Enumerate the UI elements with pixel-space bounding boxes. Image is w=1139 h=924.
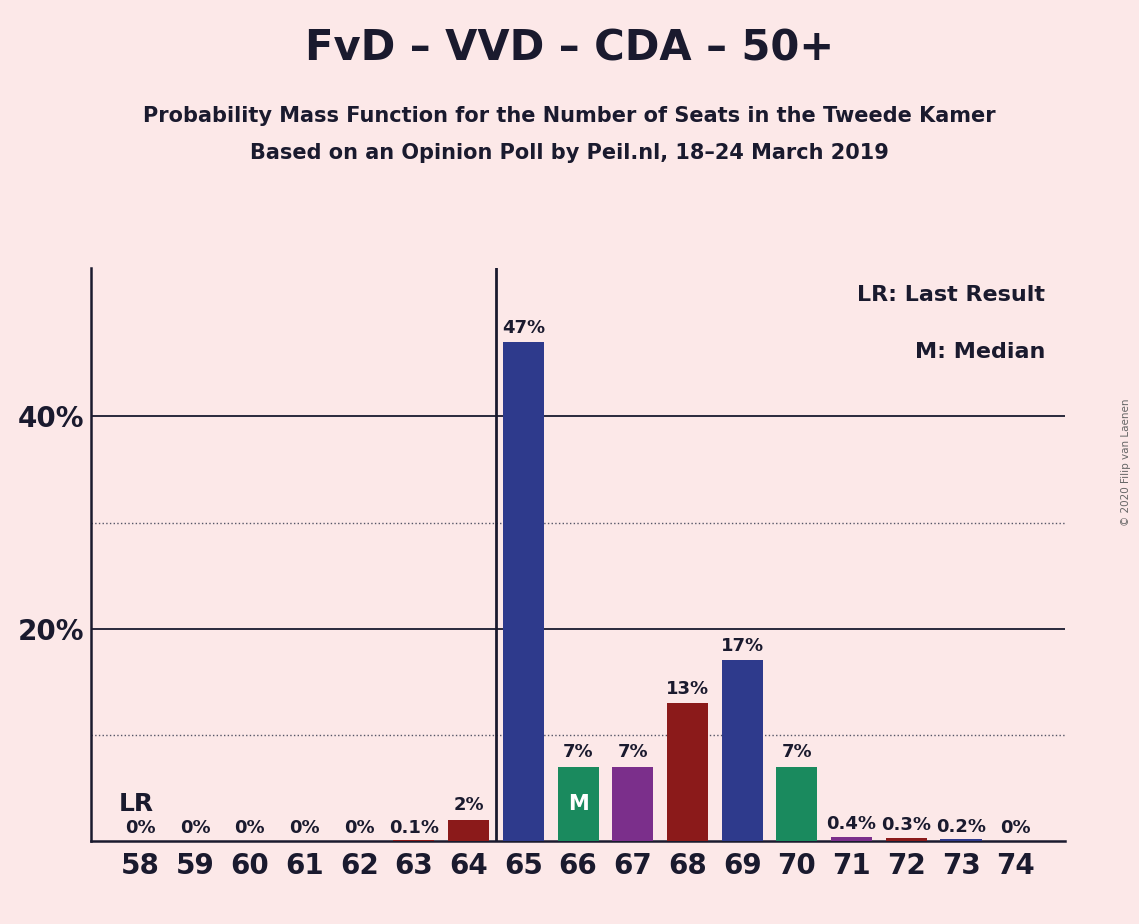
Bar xyxy=(557,767,599,841)
Text: © 2020 Filip van Laenen: © 2020 Filip van Laenen xyxy=(1121,398,1131,526)
Text: 0%: 0% xyxy=(1000,819,1031,836)
Bar xyxy=(941,839,982,841)
Text: 7%: 7% xyxy=(781,743,812,761)
Text: 0%: 0% xyxy=(180,819,211,836)
Text: 13%: 13% xyxy=(666,680,708,698)
Bar xyxy=(777,767,818,841)
Text: LR: Last Result: LR: Last Result xyxy=(858,286,1046,305)
Text: 0.1%: 0.1% xyxy=(388,819,439,836)
Text: 47%: 47% xyxy=(502,319,544,337)
Text: 0.4%: 0.4% xyxy=(827,815,877,833)
Text: 7%: 7% xyxy=(563,743,593,761)
Bar xyxy=(502,342,543,841)
Text: 2%: 2% xyxy=(453,796,484,814)
Bar xyxy=(667,703,708,841)
Bar xyxy=(613,767,654,841)
Text: Probability Mass Function for the Number of Seats in the Tweede Kamer: Probability Mass Function for the Number… xyxy=(144,106,995,127)
Text: 0%: 0% xyxy=(125,819,156,836)
Bar xyxy=(831,836,872,841)
Text: 0.3%: 0.3% xyxy=(882,817,932,834)
Text: M: M xyxy=(567,794,589,814)
Text: 0.2%: 0.2% xyxy=(936,818,986,835)
Text: FvD – VVD – CDA – 50+: FvD – VVD – CDA – 50+ xyxy=(305,28,834,69)
Text: 0%: 0% xyxy=(289,819,320,836)
Bar xyxy=(886,838,927,841)
Text: M: Median: M: Median xyxy=(915,343,1046,362)
Text: 0%: 0% xyxy=(235,819,265,836)
Bar xyxy=(393,840,434,841)
Text: 17%: 17% xyxy=(721,638,764,655)
Bar xyxy=(722,661,763,841)
Text: 0%: 0% xyxy=(344,819,375,836)
Bar xyxy=(448,820,489,841)
Text: Based on an Opinion Poll by Peil.nl, 18–24 March 2019: Based on an Opinion Poll by Peil.nl, 18–… xyxy=(251,143,888,164)
Text: 7%: 7% xyxy=(617,743,648,761)
Text: LR: LR xyxy=(118,792,154,816)
